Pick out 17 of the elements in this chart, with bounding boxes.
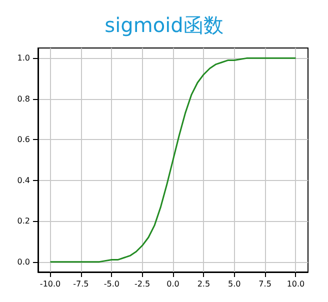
x-tick-label: 0.0 — [166, 280, 180, 288]
y-tick-label: 0.0 — [17, 257, 30, 266]
y-tick-label: 1.0 — [17, 54, 30, 63]
x-tick-label: -5.0 — [104, 280, 120, 288]
y-tick-label: 0.2 — [17, 216, 30, 226]
line-series — [50, 57, 296, 263]
y-tick-label: 0.4 — [17, 176, 30, 185]
x-tick-label: 10.0 — [286, 280, 305, 288]
x-tick-label: 5.0 — [228, 280, 241, 288]
chart-title: sigmoid函数 — [104, 13, 224, 37]
x-tick-label: -10.0 — [40, 280, 61, 288]
y-tick-label: 0.6 — [17, 135, 30, 144]
x-tick-label: 7.5 — [258, 280, 272, 288]
x-tick-label: -7.5 — [73, 280, 89, 288]
x-tick-label: -2.5 — [134, 280, 150, 288]
x-tick-label: 2.5 — [197, 280, 210, 288]
y-tick-label: 0.8 — [17, 94, 30, 104]
